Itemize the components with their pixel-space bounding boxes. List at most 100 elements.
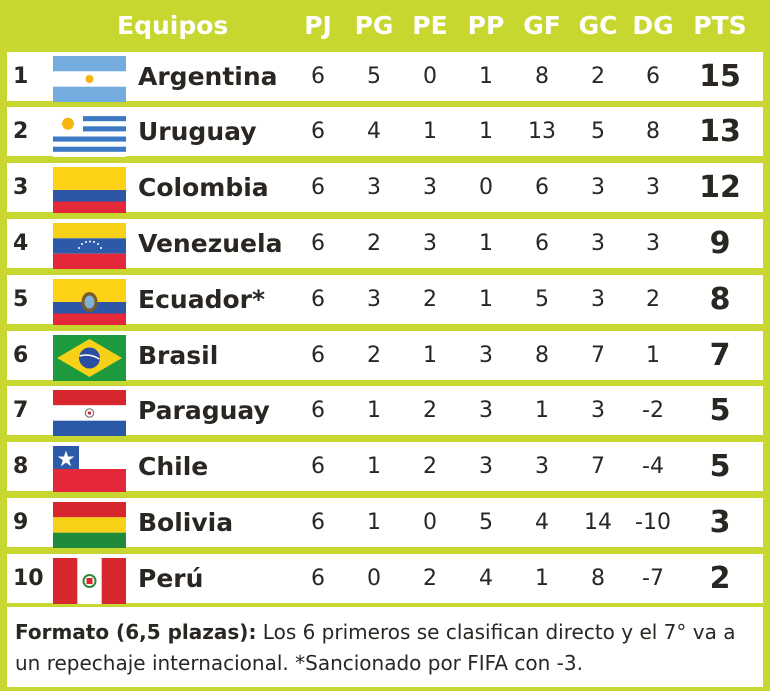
stat-gc: 14 [584,510,612,535]
stat-pg: 1 [367,454,381,479]
stat-gc: 5 [591,119,605,144]
stat-pp: 1 [479,231,493,256]
header-dg: DG [632,11,674,40]
paraguay-flag [53,390,126,436]
header-pj: PJ [304,11,332,40]
stat-gf: 1 [535,566,549,591]
table-row: 4 Venezuela 6 2 3 1 6 3 3 9 [7,219,763,269]
stat-gf: 13 [528,119,556,144]
argentina-flag [53,56,126,102]
position: 9 [13,510,29,535]
format-note-text: Los 6 primeros se clasifican directo y e… [15,620,736,675]
table-row: 8 Chile 6 1 2 3 3 7 -4 5 [7,442,763,492]
stat-gf: 6 [535,231,549,256]
stat-dg: -7 [642,566,664,591]
stat-gc: 2 [591,64,605,89]
stat-pj: 6 [311,64,325,89]
team-name: Uruguay [138,117,257,146]
position: 1 [13,64,29,89]
stat-dg: 6 [646,64,660,89]
stat-gc: 3 [591,231,605,256]
position: 3 [13,175,29,200]
format-note-label: Formato (6,5 plazas): [15,620,257,644]
stat-dg: 1 [646,343,660,368]
stat-pts: 12 [699,170,741,205]
stat-pg: 5 [367,64,381,89]
position: 5 [13,287,29,312]
header-pp: PP [467,11,505,40]
stat-gf: 1 [535,398,549,423]
table-row: 10 Perú 6 0 2 4 1 8 -7 2 [7,554,763,604]
header-team: Equipos [117,11,229,40]
table-row: 9 Bolivia 6 1 0 5 4 14 -10 3 [7,498,763,548]
stat-pg: 2 [367,231,381,256]
stat-pg: 3 [367,175,381,200]
format-note: Formato (6,5 plazas): Los 6 primeros se … [7,607,763,687]
stat-pg: 1 [367,398,381,423]
stat-pj: 6 [311,343,325,368]
team-name: Bolivia [138,508,234,537]
header-gc: GC [578,11,618,40]
stat-pe: 0 [423,64,437,89]
stat-pts: 3 [709,505,731,540]
stat-pe: 1 [423,119,437,144]
stat-gf: 6 [535,175,549,200]
stat-gc: 7 [591,343,605,368]
stat-gf: 4 [535,510,549,535]
stat-dg: -4 [642,454,664,479]
stat-pp: 3 [479,343,493,368]
stat-pts: 5 [709,449,731,484]
stat-pp: 0 [479,175,493,200]
table-row: 3 Colombia 6 3 3 0 6 3 3 12 [7,163,763,213]
colombia-flag [53,167,126,213]
stat-pj: 6 [311,566,325,591]
team-name: Paraguay [138,396,270,425]
stat-pp: 1 [479,287,493,312]
position: 7 [13,398,29,423]
position: 6 [13,343,29,368]
stat-pts: 5 [709,393,731,428]
stat-gc: 3 [591,287,605,312]
stat-gf: 5 [535,287,549,312]
header-pts: PTS [693,11,747,40]
stat-pj: 6 [311,510,325,535]
stat-pts: 15 [699,59,741,94]
stat-gf: 8 [535,64,549,89]
table-row: 6 Brasil 6 2 1 3 8 7 1 7 [7,331,763,381]
stat-gc: 7 [591,454,605,479]
stat-pe: 2 [423,566,437,591]
stat-gf: 3 [535,454,549,479]
chile-flag [53,446,126,492]
header-pg: PG [354,11,394,40]
header-pe: PE [412,11,448,40]
position: 2 [13,119,29,144]
bolivia-flag [53,502,126,548]
table-row: 5 Ecuador* 6 3 2 1 5 3 2 8 [7,275,763,325]
stat-pg: 4 [367,119,381,144]
venezuela-flag [53,223,126,269]
stat-pe: 0 [423,510,437,535]
stat-pp: 1 [479,64,493,89]
team-name: Venezuela [138,229,283,258]
stat-pj: 6 [311,454,325,479]
stat-pg: 0 [367,566,381,591]
team-name: Ecuador* [138,285,266,314]
stat-pg: 2 [367,343,381,368]
stat-dg: -10 [635,510,671,535]
stat-pj: 6 [311,175,325,200]
stat-pp: 3 [479,454,493,479]
stat-dg: 2 [646,287,660,312]
team-name: Chile [138,452,209,481]
table-row: 1 Argentina 6 5 0 1 8 2 6 15 [7,52,763,102]
stat-pp: 4 [479,566,493,591]
stat-pp: 1 [479,119,493,144]
stat-pe: 1 [423,343,437,368]
stat-pe: 2 [423,454,437,479]
team-name: Brasil [138,341,219,370]
stat-pj: 6 [311,231,325,256]
stat-pg: 1 [367,510,381,535]
stat-pj: 6 [311,287,325,312]
stat-pp: 5 [479,510,493,535]
stat-dg: 8 [646,119,660,144]
stat-gf: 8 [535,343,549,368]
